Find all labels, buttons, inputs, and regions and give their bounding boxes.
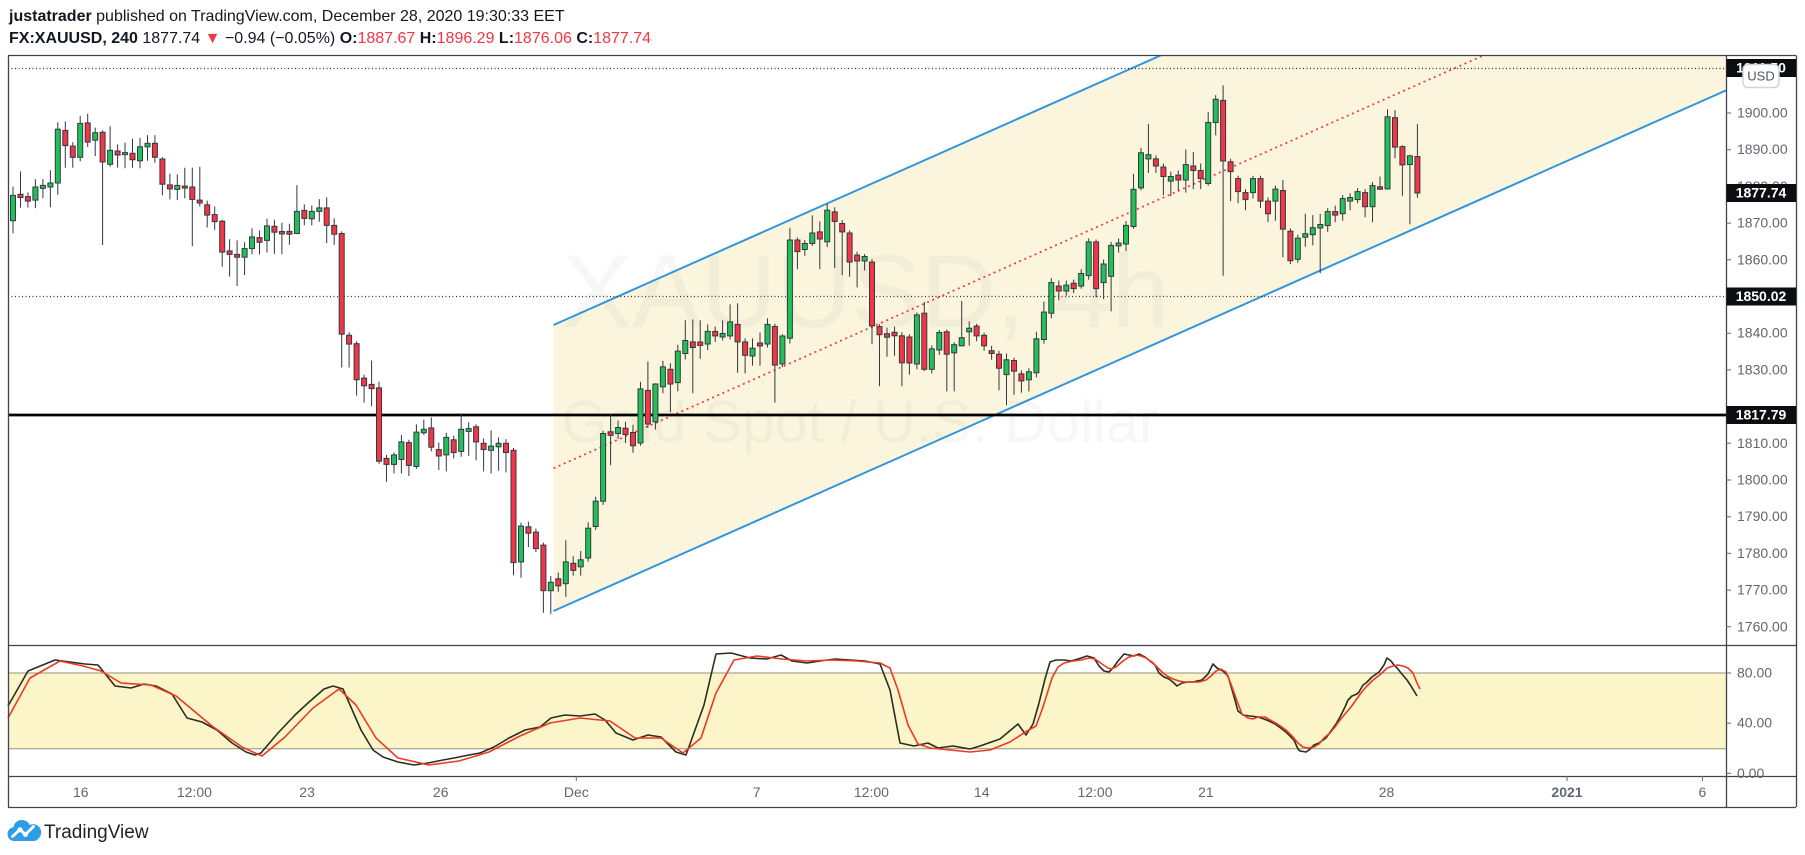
svg-text:XAUUSD, 4h: XAUUSD, 4h <box>563 234 1170 350</box>
svg-text:1850.02: 1850.02 <box>1736 288 1787 304</box>
svg-text:40.00: 40.00 <box>1737 715 1772 731</box>
svg-text:Dec: Dec <box>564 784 589 800</box>
svg-text:16: 16 <box>73 784 89 800</box>
svg-text:1780.00: 1780.00 <box>1737 545 1788 561</box>
svg-text:28: 28 <box>1379 784 1395 800</box>
svg-text:1900.00: 1900.00 <box>1737 105 1788 121</box>
svg-text:21: 21 <box>1198 784 1214 800</box>
svg-text:12:00: 12:00 <box>854 784 889 800</box>
svg-text:FX:XAUUSD, 240 1877.74 ▼ −0.9: FX:XAUUSD, 240 1877.74 ▼ −0.94 (−0.05%) … <box>9 30 651 47</box>
svg-text:1890.00: 1890.00 <box>1737 141 1788 157</box>
svg-text:14: 14 <box>974 784 990 800</box>
svg-text:1860.00: 1860.00 <box>1737 251 1788 267</box>
svg-text:1800.00: 1800.00 <box>1737 472 1788 488</box>
svg-text:1817.79: 1817.79 <box>1736 407 1787 423</box>
svg-text:12:00: 12:00 <box>1077 784 1112 800</box>
svg-text:Gold Spot / U.S. Dollar: Gold Spot / U.S. Dollar <box>562 389 1159 455</box>
svg-text:TradingView: TradingView <box>44 822 149 843</box>
svg-text:1870.00: 1870.00 <box>1737 215 1788 231</box>
svg-text:2021: 2021 <box>1551 784 1582 800</box>
svg-text:1830.00: 1830.00 <box>1737 361 1788 377</box>
svg-text:6: 6 <box>1699 784 1707 800</box>
svg-text:80.00: 80.00 <box>1737 665 1772 681</box>
svg-text:1810.00: 1810.00 <box>1737 435 1788 451</box>
svg-text:1770.00: 1770.00 <box>1737 582 1788 598</box>
svg-text:1760.00: 1760.00 <box>1737 618 1788 634</box>
svg-text:1877.74: 1877.74 <box>1736 185 1787 201</box>
svg-text:23: 23 <box>299 784 315 800</box>
svg-text:1840.00: 1840.00 <box>1737 325 1788 341</box>
svg-text:0.00: 0.00 <box>1737 765 1764 781</box>
svg-text:1790.00: 1790.00 <box>1737 508 1788 524</box>
svg-text:26: 26 <box>433 784 449 800</box>
svg-text:12:00: 12:00 <box>177 784 212 800</box>
svg-text:justatrader published on Tradi: justatrader published on TradingView.com… <box>8 8 565 25</box>
svg-text:USD: USD <box>1747 69 1774 84</box>
svg-text:7: 7 <box>753 784 761 800</box>
